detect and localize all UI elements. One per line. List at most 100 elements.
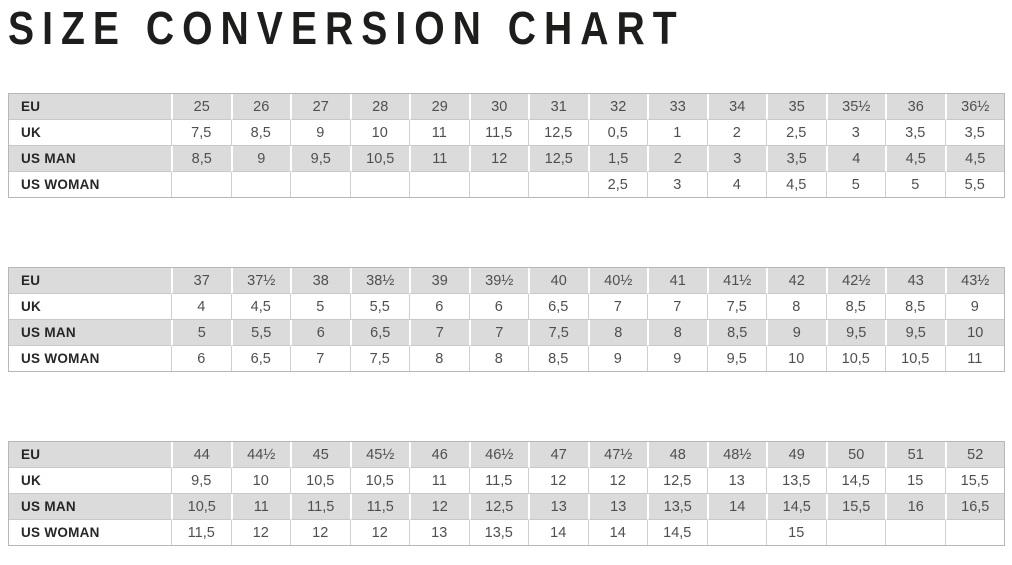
size-cell: 11,5 bbox=[171, 520, 231, 545]
size-cell: 41 bbox=[647, 268, 707, 294]
row-label: EU bbox=[9, 268, 171, 294]
size-cell: 10,5 bbox=[825, 346, 885, 371]
size-cell: 1 bbox=[647, 120, 707, 146]
size-cell: 13,5 bbox=[647, 494, 707, 520]
size-cell: 7,5 bbox=[349, 346, 409, 371]
size-cell: 41½ bbox=[706, 268, 766, 294]
size-cell: 11,5 bbox=[290, 494, 350, 520]
size-cell: 6,5 bbox=[528, 294, 588, 320]
size-cell: 8,5 bbox=[706, 320, 766, 346]
size-cell: 7 bbox=[647, 294, 707, 320]
size-cell: 46 bbox=[409, 442, 469, 468]
size-cell: 9 bbox=[230, 146, 290, 172]
table-row: US WOMAN 6 6,5 7 7,5 8 8 8,5 9 9 9,5 10 10,5 10,5 11 bbox=[9, 346, 1004, 371]
size-cell: 14,5 bbox=[825, 468, 885, 494]
size-cell bbox=[409, 172, 469, 197]
size-cell: 12 bbox=[468, 146, 528, 172]
size-cell: 13 bbox=[409, 520, 469, 545]
size-cell: 11 bbox=[944, 346, 1004, 371]
size-cell bbox=[944, 520, 1004, 545]
table-row: US MAN 8,5 9 9,5 10,5 11 12 12,5 1,5 2 3 3,5 4 4,5 4,5 bbox=[9, 146, 1004, 172]
page-title: SIZE CONVERSION CHART bbox=[8, 2, 685, 54]
size-cell bbox=[825, 520, 885, 545]
size-cell: 4,5 bbox=[766, 172, 826, 197]
size-cell: 8,5 bbox=[230, 120, 290, 146]
size-cell: 39 bbox=[409, 268, 469, 294]
size-cell: 5 bbox=[171, 320, 231, 346]
size-cell: 29 bbox=[409, 94, 469, 120]
size-cell: 14 bbox=[528, 520, 588, 545]
size-cell: 9,5 bbox=[171, 468, 231, 494]
size-cell: 6,5 bbox=[230, 346, 290, 371]
size-cell: 10 bbox=[766, 346, 826, 371]
size-cell: 7 bbox=[290, 346, 350, 371]
size-cell: 35½ bbox=[825, 94, 885, 120]
size-cell: 14,5 bbox=[766, 494, 826, 520]
size-cell: 11 bbox=[409, 120, 469, 146]
size-cell: 44 bbox=[171, 442, 231, 468]
size-cell: 36 bbox=[885, 94, 945, 120]
size-cell: 10,5 bbox=[885, 346, 945, 371]
size-cell bbox=[706, 520, 766, 545]
size-cell: 43½ bbox=[944, 268, 1004, 294]
size-cell: 10,5 bbox=[349, 468, 409, 494]
row-label: EU bbox=[9, 442, 171, 468]
size-cell: 11,5 bbox=[468, 120, 528, 146]
size-cell: 6 bbox=[171, 346, 231, 371]
row-label: UK bbox=[9, 468, 171, 494]
size-cell: 30 bbox=[468, 94, 528, 120]
row-label: UK bbox=[9, 294, 171, 320]
table-row: EU 37 37½ 38 38½ 39 39½ 40 40½ 41 41½ 42 42½ 43 43½ bbox=[9, 268, 1004, 294]
size-cell: 10,5 bbox=[290, 468, 350, 494]
table-row: EU 44 44½ 45 45½ 46 46½ 47 47½ 48 48½ 49 50 51 52 bbox=[9, 442, 1004, 468]
size-cell: 46½ bbox=[468, 442, 528, 468]
size-cell: 4 bbox=[171, 294, 231, 320]
table-row: US MAN 5 5,5 6 6,5 7 7 7,5 8 8 8,5 9 9,5 9,5 10 bbox=[9, 320, 1004, 346]
size-cell: 31 bbox=[528, 94, 588, 120]
size-cell bbox=[349, 172, 409, 197]
size-cell: 7,5 bbox=[171, 120, 231, 146]
size-cell: 10,5 bbox=[349, 146, 409, 172]
table-row: EU 25 26 27 28 29 30 31 32 33 34 35 35½ 36 36½ bbox=[9, 94, 1004, 120]
size-cell: 9 bbox=[647, 346, 707, 371]
size-cell: 5,5 bbox=[230, 320, 290, 346]
size-cell: 11 bbox=[230, 494, 290, 520]
size-cell: 6 bbox=[409, 294, 469, 320]
size-cell: 13,5 bbox=[766, 468, 826, 494]
size-cell: 8,5 bbox=[171, 146, 231, 172]
size-cell: 8,5 bbox=[825, 294, 885, 320]
size-cell: 48 bbox=[647, 442, 707, 468]
size-cell: 3 bbox=[706, 146, 766, 172]
size-cell: 15 bbox=[885, 468, 945, 494]
size-cell: 8 bbox=[587, 320, 647, 346]
size-cell: 37 bbox=[171, 268, 231, 294]
size-cell: 13,5 bbox=[468, 520, 528, 545]
size-cell: 5 bbox=[885, 172, 945, 197]
size-cell: 4,5 bbox=[230, 294, 290, 320]
size-cell: 11 bbox=[409, 468, 469, 494]
size-cell: 43 bbox=[885, 268, 945, 294]
size-cell: 9 bbox=[290, 120, 350, 146]
size-cell: 47½ bbox=[587, 442, 647, 468]
size-cell: 48½ bbox=[706, 442, 766, 468]
size-cell bbox=[171, 172, 231, 197]
size-cell: 28 bbox=[349, 94, 409, 120]
size-table-eu-25-36: EU 25 26 27 28 29 30 31 32 33 34 35 35½ 36 36½ UK 7,5 8,5… bbox=[8, 93, 1005, 198]
row-label: EU bbox=[9, 94, 171, 120]
size-table-eu-37-43: EU 37 37½ 38 38½ 39 39½ 40 40½ 41 41½ 42 42½ 43 43½ UK 4… bbox=[8, 267, 1005, 372]
row-label: US WOMAN bbox=[9, 346, 171, 371]
size-cell: 2 bbox=[706, 120, 766, 146]
size-cell: 25 bbox=[171, 94, 231, 120]
size-cell: 4 bbox=[706, 172, 766, 197]
size-cell: 8 bbox=[647, 320, 707, 346]
size-cell: 5,5 bbox=[944, 172, 1004, 197]
size-cell: 9 bbox=[766, 320, 826, 346]
size-cell: 9 bbox=[587, 346, 647, 371]
row-label: US MAN bbox=[9, 146, 171, 172]
size-cell: 13 bbox=[706, 468, 766, 494]
size-cell: 4 bbox=[825, 146, 885, 172]
size-cell: 38 bbox=[290, 268, 350, 294]
size-table-eu-44-52: EU 44 44½ 45 45½ 46 46½ 47 47½ 48 48½ 49 50 51 52 UK 9,5… bbox=[8, 441, 1005, 546]
size-cell: 6 bbox=[468, 294, 528, 320]
size-cell: 47 bbox=[528, 442, 588, 468]
